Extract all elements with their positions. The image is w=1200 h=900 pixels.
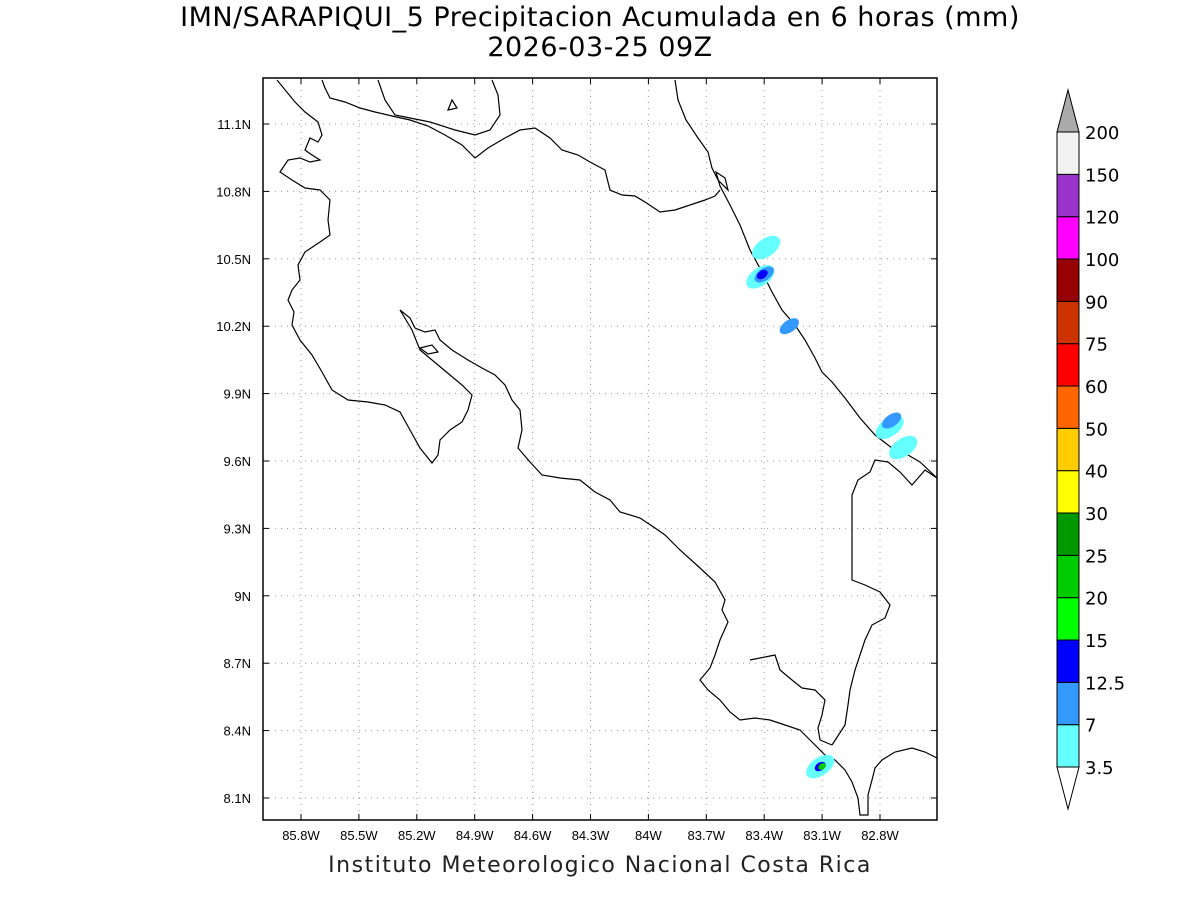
colorbar-box <box>1056 216 1080 260</box>
chart-date: 2026-03-25 09Z <box>487 32 713 63</box>
y-tick-label: 9.9N <box>224 387 251 402</box>
colorbar-label: 50 <box>1085 419 1108 440</box>
y-tick-label: 9.3N <box>224 521 251 536</box>
colorbar: 3.5 7 12.5 15 20 25 30 40 50 60 75 90 100 120 150 200 <box>1056 88 1125 811</box>
y-tick-label: 10.8N <box>216 184 251 199</box>
y-tick-label: 9.6N <box>224 454 251 469</box>
precip-contours <box>746 235 918 779</box>
colorbar-label: 20 <box>1085 589 1108 610</box>
x-tick-label: 83.4W <box>745 828 783 843</box>
colorbar-box <box>1056 681 1080 726</box>
lake-island <box>447 98 458 111</box>
colorbar-label: 150 <box>1085 165 1119 186</box>
x-tick-label: 85.8W <box>282 828 320 843</box>
pacific-coastline <box>276 79 938 816</box>
colorbar-label: 60 <box>1085 377 1108 398</box>
map-panel <box>263 78 937 820</box>
y-tick-label: 10.5N <box>216 252 251 267</box>
y-tick-label: 11.1N <box>217 117 251 132</box>
colorbar-box <box>1056 258 1080 302</box>
colorbar-box <box>1056 173 1080 218</box>
precip-cell <box>779 318 799 335</box>
precip-cell <box>756 269 768 280</box>
y-tick-label: 10.2N <box>216 319 251 334</box>
colorbar-box <box>1056 343 1080 387</box>
colorbar-label: 25 <box>1085 546 1108 567</box>
y-tick-label: 8.4N <box>224 724 251 739</box>
colorbar-label: 90 <box>1085 292 1108 313</box>
x-tick-label: 85.5W <box>340 828 378 843</box>
y-tick-label: 8.1N <box>224 791 251 806</box>
x-tick-label: 84W <box>635 828 662 843</box>
colorbar-box <box>1056 639 1080 683</box>
colorbar-box <box>1056 724 1080 768</box>
golfo-dulce-shore <box>749 654 833 746</box>
panama-border <box>831 459 938 746</box>
lake-shore <box>377 79 501 136</box>
colorbar-box <box>1056 470 1080 514</box>
colorbar-label: 7 <box>1085 716 1096 737</box>
y-tick-label: 9N <box>234 589 251 604</box>
colorbar-label: 3.5 <box>1085 758 1114 779</box>
colorbar-box <box>1056 385 1080 429</box>
colorbar-label: 75 <box>1085 335 1108 356</box>
colorbar-box <box>1056 427 1080 472</box>
colorbar-label: 15 <box>1085 631 1108 652</box>
grid-lines <box>263 78 937 820</box>
chart-title: IMN/SARAPIQUI_5 Precipitacion Acumulada … <box>180 2 1020 33</box>
colorbar-label: 120 <box>1085 208 1119 229</box>
colorbar-box <box>1056 597 1080 641</box>
map-frame <box>262 77 938 821</box>
colorbar-label: 200 <box>1085 123 1119 144</box>
x-tick-label: 85.2W <box>398 828 436 843</box>
x-tick-label: 83.1W <box>803 828 841 843</box>
gulf-island <box>418 344 440 355</box>
precip-cell <box>881 412 902 429</box>
footer-credit: Instituto Meteorologico Nacional Costa R… <box>328 853 872 878</box>
colorbar-label: 40 <box>1085 462 1108 483</box>
y-tick-label: 8.7N <box>224 656 251 671</box>
colorbar-top-arrow <box>1056 88 1080 133</box>
colorbar-box <box>1056 300 1080 345</box>
x-tick-label: 84.9W <box>456 828 494 843</box>
northern-border <box>321 79 721 213</box>
colorbar-box <box>1056 554 1080 599</box>
precip-cell <box>752 235 781 260</box>
colorbar-label: 30 <box>1085 504 1108 525</box>
colorbar-label: 12.5 <box>1085 673 1125 694</box>
x-tick-label: 84.6W <box>514 828 552 843</box>
x-tick-label: 83.7W <box>688 828 726 843</box>
x-tick-label: 84.3W <box>572 828 610 843</box>
colorbar-box <box>1056 131 1080 175</box>
axis-ticks: 85.8W 85.5W 85.2W 84.9W 84.6W 84.3W 84W 83.7W 83… <box>216 78 937 843</box>
colorbar-bottom-arrow <box>1056 766 1080 811</box>
colorbar-label: 100 <box>1085 250 1119 271</box>
x-tick-label: 82.8W <box>861 828 899 843</box>
precip-cell <box>818 763 826 770</box>
precip-cell <box>889 435 918 460</box>
colorbar-box <box>1056 512 1080 556</box>
